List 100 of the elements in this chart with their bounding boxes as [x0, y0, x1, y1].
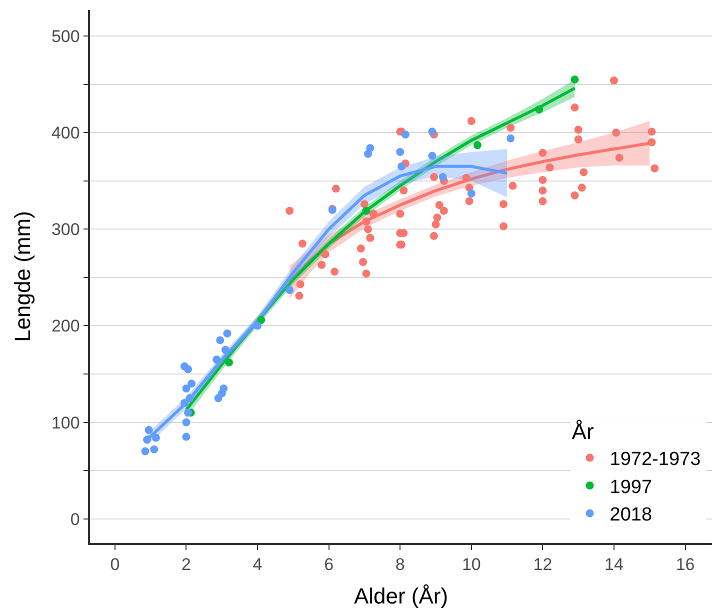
point: [538, 148, 547, 157]
point: [257, 316, 266, 324]
point: [400, 186, 408, 195]
point: [221, 346, 230, 354]
point: [362, 217, 370, 226]
point: [318, 260, 326, 269]
x-tick-label: 16: [676, 555, 695, 574]
point: [535, 105, 544, 114]
point: [182, 418, 190, 426]
y-axis-title: Lengde (mm): [10, 211, 35, 342]
point: [220, 384, 228, 393]
point: [330, 268, 339, 276]
y-tick-label: 400: [51, 124, 80, 143]
point: [141, 447, 150, 456]
x-tick-label: 10: [462, 555, 481, 574]
x-tick-label: 4: [252, 555, 262, 574]
y-tick-label: 500: [51, 27, 80, 46]
point: [506, 134, 515, 142]
point: [364, 225, 372, 234]
point: [182, 384, 190, 393]
y-tick-label: 300: [51, 220, 80, 240]
point: [610, 76, 618, 84]
point: [574, 135, 582, 144]
point: [180, 398, 188, 407]
point: [396, 210, 404, 218]
point: [369, 210, 378, 218]
legend-label: 1997: [610, 476, 652, 498]
point: [435, 201, 444, 210]
point: [648, 128, 656, 136]
point: [360, 200, 368, 208]
point: [359, 258, 368, 266]
point: [225, 358, 234, 366]
point: [182, 432, 190, 441]
point: [570, 104, 579, 112]
point: [432, 220, 440, 228]
y-tick-label: 0: [70, 510, 80, 529]
point: [212, 356, 221, 364]
point: [650, 164, 659, 172]
point: [430, 173, 438, 182]
point: [574, 126, 582, 134]
point: [538, 197, 547, 206]
legend-title: År: [572, 418, 594, 444]
point: [648, 138, 656, 146]
point: [467, 117, 476, 126]
point: [506, 124, 515, 132]
point: [580, 168, 588, 176]
point: [254, 322, 262, 330]
point: [508, 182, 517, 190]
point: [538, 186, 547, 195]
x-tick-label: 8: [395, 555, 405, 574]
legend-label: 2018: [610, 504, 652, 526]
point: [216, 336, 224, 344]
point: [570, 191, 579, 200]
point: [440, 206, 448, 215]
point: [295, 292, 304, 300]
point: [223, 329, 232, 338]
point: [473, 141, 482, 150]
point: [296, 280, 304, 288]
x-tick-label: 6: [324, 555, 334, 574]
point: [152, 434, 160, 442]
point: [612, 128, 620, 137]
point: [428, 152, 436, 160]
point: [615, 154, 624, 162]
point: [321, 250, 330, 258]
point: [538, 176, 547, 184]
point: [332, 184, 340, 193]
point: [570, 76, 579, 84]
point: [578, 184, 586, 192]
point: [188, 380, 196, 388]
point: [546, 163, 554, 172]
x-tick-label: 2: [182, 555, 191, 574]
point: [186, 394, 194, 402]
point: [362, 270, 370, 278]
point: [433, 214, 442, 222]
point: [286, 286, 294, 294]
point: [364, 150, 372, 158]
x-axis-title: Alder (År): [354, 584, 448, 609]
point: [430, 232, 438, 240]
y-tick-label: 100: [51, 413, 80, 432]
point: [462, 174, 470, 182]
point: [144, 426, 153, 434]
point: [428, 128, 436, 136]
x-tick-label: 12: [533, 555, 552, 574]
point: [366, 234, 374, 242]
point: [362, 206, 370, 215]
x-tick-label: 0: [110, 555, 120, 574]
point: [499, 222, 508, 230]
legend-label: 1972-1973: [610, 449, 701, 470]
point: [438, 173, 447, 182]
point: [298, 240, 306, 248]
point: [499, 200, 508, 208]
point: [150, 445, 158, 454]
point: [180, 362, 188, 370]
point: [396, 148, 404, 156]
point: [398, 162, 406, 170]
point: [184, 408, 192, 417]
point: [465, 197, 474, 206]
point: [286, 206, 294, 215]
point: [356, 244, 365, 252]
point: [401, 130, 410, 139]
